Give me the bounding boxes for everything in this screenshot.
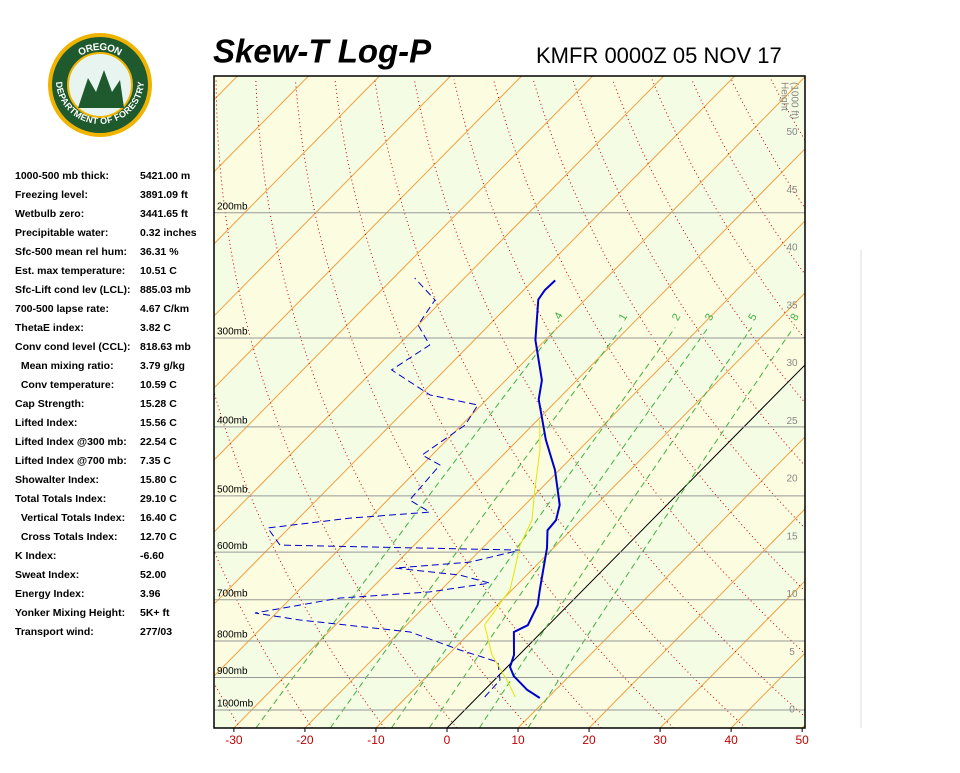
height-tick-label: 10: [786, 589, 798, 600]
index-label: Yonker Mixing Height:: [15, 607, 125, 619]
x-tick-label: 40: [724, 733, 738, 747]
index-label: 700-500 lapse rate:: [15, 303, 109, 315]
dry-adiabat: [890, 80, 960, 728]
index-label: Vertical Totals Index:: [15, 512, 125, 524]
index-label: Sfc-500 mean rel hum:: [15, 246, 127, 258]
index-label: Sweat Index:: [15, 569, 79, 581]
index-label: Conv temperature:: [15, 379, 114, 391]
index-value: 7.35 C: [140, 455, 171, 467]
index-label: K Index:: [15, 550, 56, 562]
y-tick-label: 1000mb: [217, 699, 254, 710]
height-tick-label: 50: [786, 127, 798, 138]
x-tick-label: 0: [444, 733, 451, 747]
index-label: Showalter Index:: [15, 474, 99, 486]
index-label: Lifted Index:: [15, 417, 77, 429]
index-value: 3441.65 ft: [140, 208, 188, 220]
index-value: 10.59 C: [140, 379, 177, 391]
y-tick-label: 200mb: [217, 201, 248, 212]
height-tick-label: 20: [786, 474, 798, 485]
y-tick-label: 500mb: [217, 484, 248, 495]
height-tick-label: 35: [786, 300, 798, 311]
x-tick-label: 20: [582, 733, 596, 747]
index-value: 0.32 inches: [140, 227, 197, 239]
dry-adiabat: [930, 80, 960, 728]
logo: OREGON DEPARTMENT OF FORESTRY: [48, 33, 152, 137]
index-value: 15.56 C: [140, 417, 177, 429]
index-label: Total Totals Index:: [15, 493, 106, 505]
y-tick-label: 300mb: [217, 327, 248, 338]
dry-adiabat: [850, 80, 960, 728]
index-value: 5421.00 m: [140, 170, 190, 182]
y-tick-label: 600mb: [217, 541, 248, 552]
indices: 1000-500 mb thick: 5421.00 m Freezing leve…: [15, 170, 197, 638]
x-tick-label: 10: [511, 733, 525, 747]
index-value: 22.54 C: [140, 436, 177, 448]
title: Skew-T Log-P: [213, 33, 432, 70]
index-value: -6.60: [140, 550, 164, 562]
y-tick-label: 700mb: [217, 588, 248, 599]
index-label: Sfc-Lift cond lev (LCL):: [15, 284, 131, 296]
index-value: 36.31 %: [140, 246, 179, 258]
height-tick-label: 15: [786, 531, 798, 542]
y-tick-label: 900mb: [217, 666, 248, 677]
index-label: Est. max temperature:: [15, 265, 125, 277]
index-value: 3.79 g/kg: [140, 360, 185, 372]
index-label: 1000-500 mb thick:: [15, 170, 109, 182]
index-value: 52.00: [140, 569, 166, 581]
index-label: Transport wind:: [15, 626, 94, 638]
height-tick-label: 25: [786, 416, 798, 427]
index-label: Lifted Index @700 mb:: [15, 455, 127, 467]
index-value: 10.51 C: [140, 265, 177, 277]
height-tick-label: 5: [789, 647, 795, 658]
index-label: Wetbulb zero:: [15, 208, 84, 220]
height-axis-label: Height: [778, 82, 789, 111]
dry-adiabat: [811, 80, 960, 728]
index-value: 3.82 C: [140, 322, 171, 334]
isotherm: [802, 76, 960, 728]
x-tick-label: -10: [367, 733, 385, 747]
index-value: 818.63 mb: [140, 341, 191, 353]
x-tick-label: 30: [653, 733, 667, 747]
height-tick-label: 30: [786, 358, 798, 369]
index-value: 3.96: [140, 588, 161, 600]
index-value: 16.40 C: [140, 512, 177, 524]
station: KMFR 0000Z 05 NOV 17: [536, 43, 782, 68]
index-label: Cross Totals Index:: [15, 531, 118, 543]
index-label: Mean mixing ratio:: [15, 360, 114, 372]
index-label: ThetaE index:: [15, 322, 84, 334]
height-tick-label: 45: [786, 185, 798, 196]
isotherm-band: [802, 76, 960, 728]
x-tick-label: 50: [795, 733, 809, 747]
index-value: 15.28 C: [140, 398, 177, 410]
index-label: Cap Strength:: [15, 398, 84, 410]
height-tick-label: 40: [786, 243, 798, 254]
y-tick-label: 400mb: [217, 416, 248, 427]
index-value: 885.03 mb: [140, 284, 191, 296]
index-value: 15.80 C: [140, 474, 177, 486]
height-tick-label: 0: [789, 705, 795, 716]
index-value: 3891.09 ft: [140, 189, 188, 201]
index-label: Conv cond level (CCL):: [15, 341, 131, 353]
x-tick-label: -30: [225, 733, 243, 747]
index-value: 5K+ ft: [140, 607, 170, 619]
index-label: Precipitable water:: [15, 227, 108, 239]
index-label: Freezing level:: [15, 189, 88, 201]
index-value: 4.67 C/km: [140, 303, 189, 315]
index-label: Lifted Index @300 mb:: [15, 436, 127, 448]
index-value: 277/03: [140, 626, 172, 638]
index-value: 12.70 C: [140, 531, 177, 543]
x-tick-label: -20: [296, 733, 314, 747]
height-axis-label: (1000 ft): [788, 82, 799, 119]
index-value: 29.10 C: [140, 493, 177, 505]
index-label: Energy Index:: [15, 588, 84, 600]
y-tick-label: 800mb: [217, 630, 248, 641]
